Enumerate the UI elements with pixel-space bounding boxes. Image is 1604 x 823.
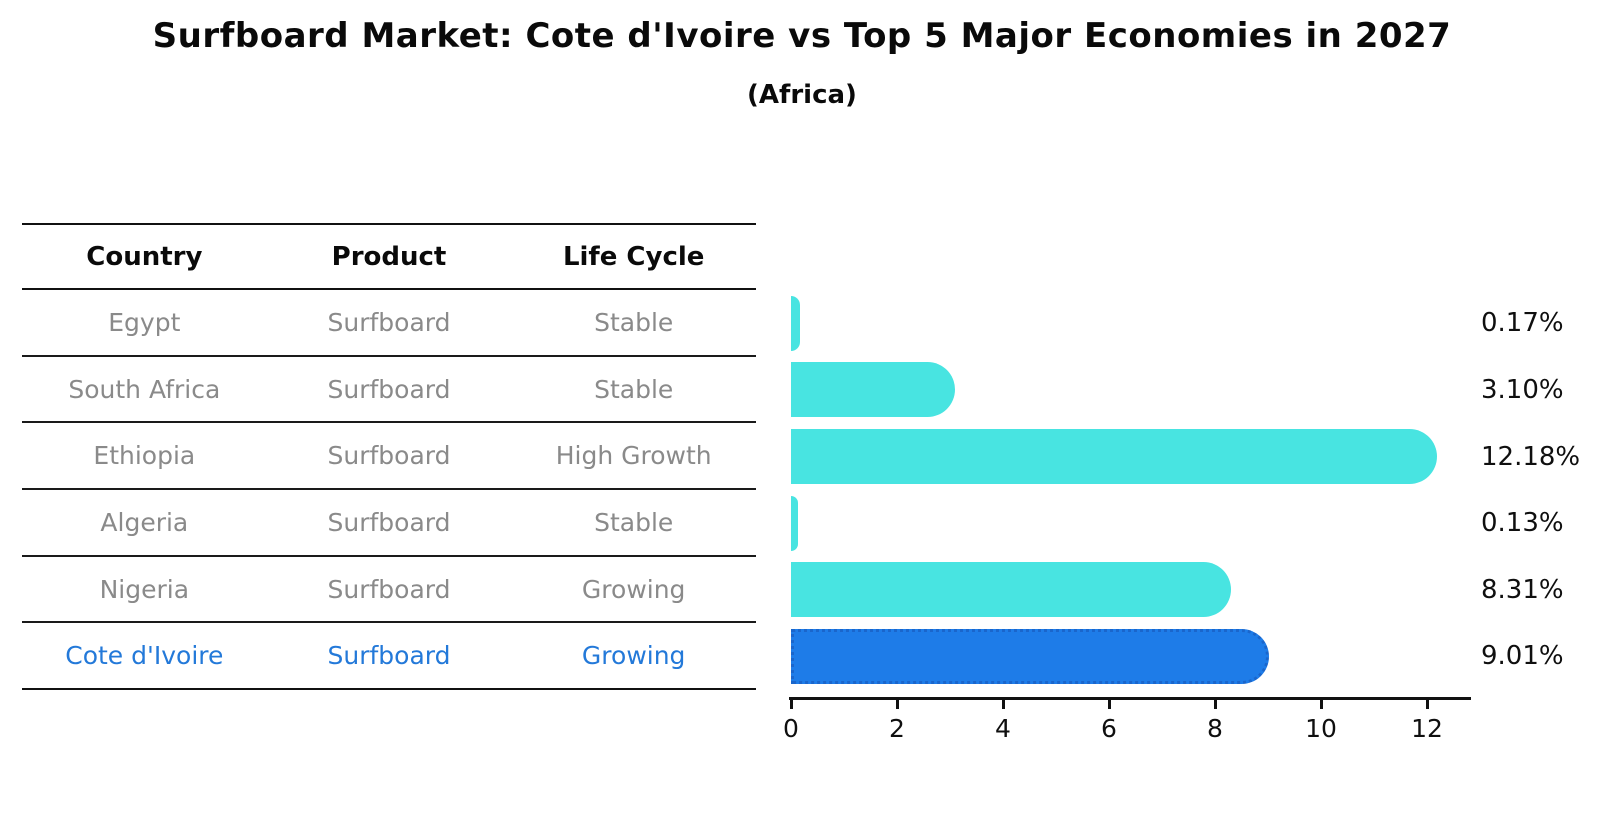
cell-country: Nigeria — [99, 574, 190, 604]
cell-life-cycle: Stable — [594, 374, 674, 404]
cell-country: Ethiopia — [93, 441, 196, 471]
x-axis-tick-label: 8 — [1207, 714, 1223, 743]
table-header-row: Country Product Life Cycle — [22, 225, 756, 290]
x-axis-line — [789, 697, 1471, 700]
cell-country: Cote d'Ivoire — [65, 641, 224, 671]
cell-country: South Africa — [68, 374, 221, 404]
column-header-product: Product — [331, 241, 447, 272]
cell-country: Egypt — [108, 307, 181, 337]
table-row: Egypt Surfboard Stable — [22, 290, 756, 355]
value-label: 0.13% — [1481, 508, 1564, 539]
cell-product: Surfboard — [327, 641, 451, 671]
x-axis-tick — [1214, 699, 1217, 709]
cell-life-cycle: Stable — [594, 507, 674, 537]
x-axis-tick — [1002, 699, 1005, 709]
cell-product: Surfboard — [327, 307, 451, 337]
table-row: Algeria Surfboard Stable — [22, 488, 756, 555]
x-axis-tick-label: 6 — [1101, 714, 1117, 743]
x-axis-tick — [896, 699, 899, 709]
chart-title: Surfboard Market: Cote d'Ivoire vs Top 5… — [152, 16, 1452, 56]
bar-ethiopia — [791, 429, 1437, 484]
table-row: Cote d'Ivoire Surfboard Growing — [22, 621, 756, 688]
value-label: 9.01% — [1481, 641, 1564, 672]
x-axis-tick — [1108, 699, 1111, 709]
bar-algeria — [791, 495, 798, 551]
cell-life-cycle: Growing — [581, 574, 686, 604]
cell-country: Algeria — [100, 507, 189, 537]
chart-subtitle: (Africa) — [747, 80, 857, 110]
bar-nigeria — [791, 562, 1232, 618]
x-axis-tick-label: 10 — [1305, 714, 1337, 743]
value-label: 0.17% — [1481, 308, 1564, 339]
cell-life-cycle: Growing — [581, 641, 686, 671]
x-axis-tick-label: 12 — [1411, 714, 1443, 743]
cell-product: Surfboard — [327, 507, 451, 537]
table-row: Nigeria Surfboard Growing — [22, 554, 756, 622]
bar-south-africa — [791, 362, 956, 418]
bar-cote-d-ivoire — [791, 628, 1269, 684]
cell-product: Surfboard — [327, 374, 451, 404]
cell-product: Surfboard — [327, 441, 451, 471]
x-axis-tick-label: 2 — [889, 714, 905, 743]
column-header-lifecycle: Life Cycle — [562, 241, 705, 272]
value-label: 12.18% — [1481, 441, 1581, 472]
table-row: Ethiopia Surfboard High Growth — [22, 421, 756, 488]
bar-egypt — [791, 295, 800, 351]
table-row: South Africa Surfboard Stable — [22, 354, 756, 422]
x-axis-tick — [1426, 699, 1429, 709]
value-label: 3.10% — [1481, 374, 1564, 405]
value-label: 8.31% — [1481, 574, 1564, 605]
x-axis-tick — [790, 699, 793, 709]
cell-life-cycle: Stable — [594, 307, 674, 337]
cell-product: Surfboard — [327, 574, 451, 604]
x-axis-tick-label: 4 — [995, 714, 1011, 743]
country-table: Country Product Life Cycle Egypt Surfboar… — [22, 223, 756, 690]
column-header-country: Country — [86, 241, 203, 272]
cell-life-cycle: High Growth — [555, 441, 712, 471]
x-axis-tick — [1320, 699, 1323, 709]
x-axis-tick-label: 0 — [783, 714, 799, 743]
